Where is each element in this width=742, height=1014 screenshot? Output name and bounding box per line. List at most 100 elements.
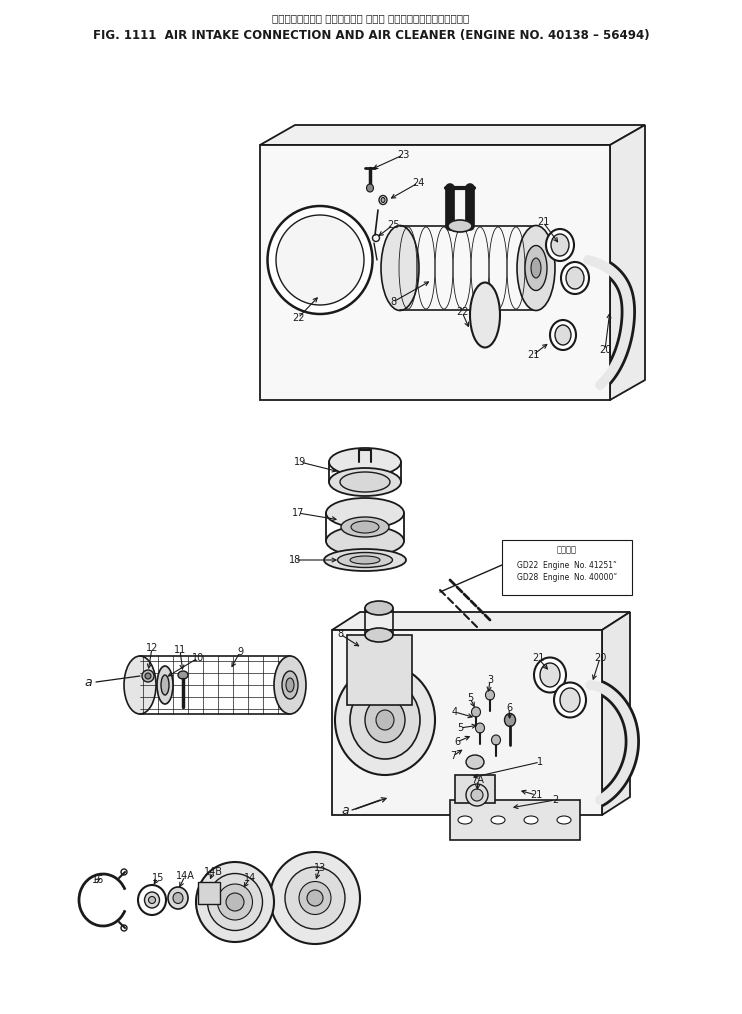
Text: 12: 12 — [146, 643, 158, 653]
Ellipse shape — [534, 657, 566, 693]
Text: 21: 21 — [536, 217, 549, 227]
Text: 16: 16 — [92, 875, 104, 885]
Text: a: a — [84, 675, 92, 689]
Ellipse shape — [274, 656, 306, 714]
Text: 13: 13 — [314, 863, 326, 873]
Text: 25: 25 — [387, 220, 399, 230]
Bar — [502, 540, 632, 595]
Ellipse shape — [145, 673, 151, 679]
Text: GD28  Engine  No. 40000˜: GD28 Engine No. 40000˜ — [517, 574, 617, 582]
Ellipse shape — [351, 521, 379, 533]
Polygon shape — [610, 125, 645, 400]
Ellipse shape — [476, 723, 485, 733]
Ellipse shape — [381, 225, 419, 310]
Ellipse shape — [540, 663, 560, 687]
Text: 23: 23 — [397, 150, 409, 160]
Bar — [347, 635, 412, 705]
Ellipse shape — [335, 665, 435, 775]
Ellipse shape — [326, 526, 404, 556]
Bar — [450, 800, 580, 840]
Text: 24: 24 — [412, 178, 424, 188]
Ellipse shape — [554, 682, 586, 718]
Polygon shape — [450, 785, 595, 800]
Ellipse shape — [560, 689, 580, 712]
Ellipse shape — [145, 892, 160, 908]
Polygon shape — [602, 612, 630, 815]
Ellipse shape — [531, 258, 541, 278]
Ellipse shape — [270, 852, 360, 944]
Ellipse shape — [557, 816, 571, 824]
Ellipse shape — [340, 472, 390, 492]
Text: 14B: 14B — [203, 867, 223, 877]
Ellipse shape — [551, 234, 569, 256]
Text: 22: 22 — [292, 313, 304, 323]
Ellipse shape — [350, 681, 420, 759]
Text: 22: 22 — [456, 307, 468, 317]
Ellipse shape — [329, 448, 401, 476]
Text: FIG. 1111  AIR INTAKE CONNECTION AND AIR CLEANER (ENGINE NO. 40138 – 56494): FIG. 1111 AIR INTAKE CONNECTION AND AIR … — [93, 28, 649, 42]
Ellipse shape — [268, 206, 372, 314]
Ellipse shape — [276, 215, 364, 305]
Text: 18: 18 — [289, 555, 301, 565]
Ellipse shape — [367, 184, 373, 192]
Ellipse shape — [341, 517, 389, 537]
Ellipse shape — [491, 816, 505, 824]
Ellipse shape — [285, 867, 345, 929]
Ellipse shape — [546, 229, 574, 261]
Ellipse shape — [524, 816, 538, 824]
Ellipse shape — [376, 710, 394, 730]
Ellipse shape — [491, 735, 501, 745]
Ellipse shape — [124, 656, 156, 714]
Text: 4: 4 — [452, 707, 458, 717]
Bar — [198, 882, 220, 904]
Ellipse shape — [517, 225, 555, 310]
Ellipse shape — [471, 707, 481, 717]
Ellipse shape — [338, 553, 393, 568]
Ellipse shape — [329, 468, 401, 496]
Text: 8: 8 — [337, 629, 343, 639]
Ellipse shape — [168, 887, 188, 909]
Ellipse shape — [324, 549, 406, 571]
Text: a: a — [341, 803, 349, 816]
Ellipse shape — [365, 698, 405, 742]
Text: 6: 6 — [454, 737, 460, 747]
Ellipse shape — [307, 890, 323, 906]
Ellipse shape — [561, 262, 589, 294]
Ellipse shape — [458, 816, 472, 824]
Ellipse shape — [505, 714, 516, 726]
Ellipse shape — [226, 893, 244, 911]
Ellipse shape — [350, 556, 380, 564]
Text: 2: 2 — [552, 795, 558, 805]
Text: 19: 19 — [294, 457, 306, 467]
Text: 8: 8 — [390, 297, 396, 307]
Text: 17: 17 — [292, 508, 304, 518]
Ellipse shape — [365, 628, 393, 642]
Ellipse shape — [161, 675, 169, 695]
Text: 21: 21 — [530, 790, 542, 800]
Ellipse shape — [196, 862, 274, 942]
Ellipse shape — [173, 892, 183, 903]
Text: 6: 6 — [506, 703, 512, 713]
Bar — [332, 630, 602, 815]
Bar — [260, 145, 610, 400]
Ellipse shape — [471, 789, 483, 801]
Text: 10: 10 — [192, 653, 204, 663]
Ellipse shape — [555, 325, 571, 345]
Text: 21: 21 — [527, 350, 539, 360]
Text: 5: 5 — [457, 723, 463, 733]
Text: 7A: 7A — [472, 775, 485, 785]
Text: GD22  Engine  No. 41251˜: GD22 Engine No. 41251˜ — [517, 561, 617, 570]
Ellipse shape — [299, 881, 331, 915]
Polygon shape — [332, 612, 630, 630]
Text: 11: 11 — [174, 645, 186, 655]
Polygon shape — [260, 125, 645, 145]
Text: 14: 14 — [244, 873, 256, 883]
Ellipse shape — [208, 873, 263, 931]
Text: 9: 9 — [237, 647, 243, 657]
Text: 7: 7 — [450, 751, 456, 760]
Ellipse shape — [470, 283, 500, 348]
Text: 1: 1 — [537, 757, 543, 767]
Ellipse shape — [365, 601, 393, 615]
Text: 14A: 14A — [176, 871, 194, 881]
Ellipse shape — [157, 666, 173, 704]
